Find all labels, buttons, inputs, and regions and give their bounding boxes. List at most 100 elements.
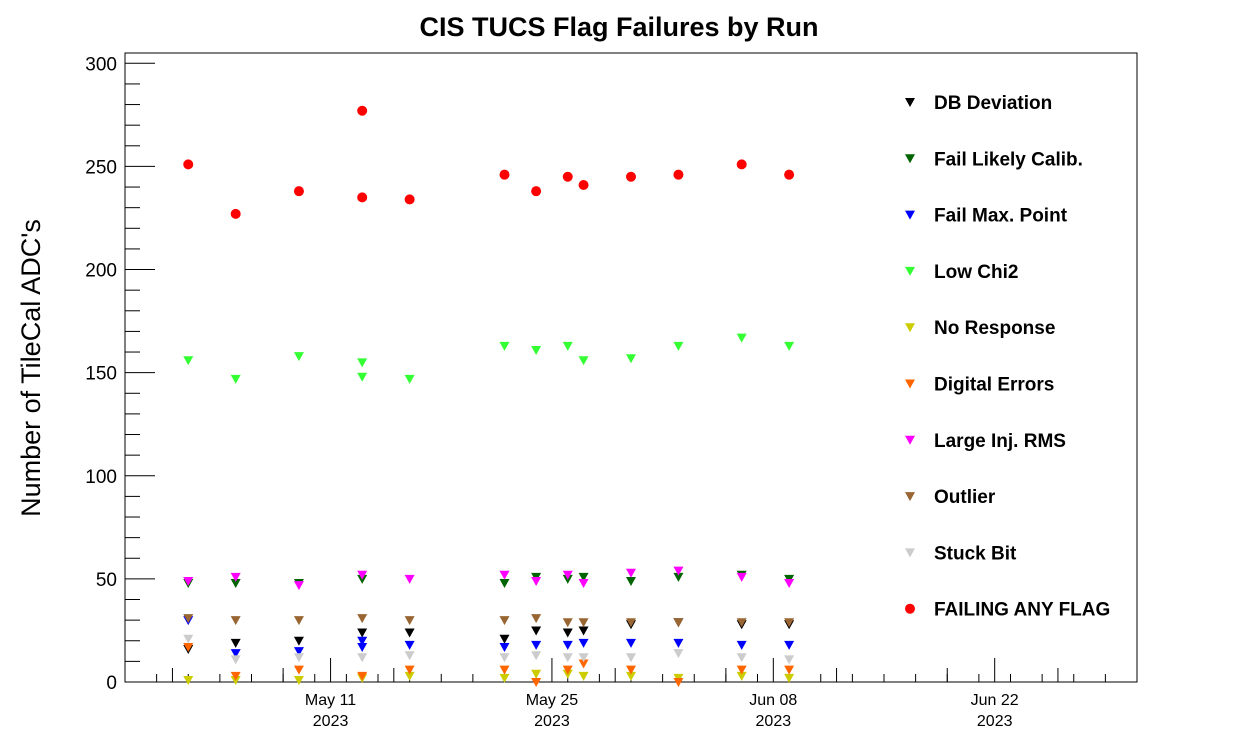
failing-any-flag-point <box>626 171 636 182</box>
flag-point <box>531 669 542 679</box>
flag-point <box>784 618 795 628</box>
failing-any-flag-point <box>499 169 510 180</box>
flag-point <box>562 640 573 650</box>
failing-any-flag-point <box>183 159 194 170</box>
flag-point <box>784 341 795 351</box>
x-tick-label: May 25 <box>526 692 579 709</box>
flag-point <box>357 358 368 368</box>
flag-point <box>626 671 636 681</box>
x-tick-label: Jun 08 <box>749 692 797 709</box>
legend-marker <box>905 266 915 276</box>
flag-point <box>293 581 304 591</box>
flag-point <box>562 341 573 351</box>
flag-point <box>293 665 304 675</box>
legend-marker <box>905 98 915 107</box>
legend-marker <box>905 435 915 445</box>
flag-point <box>499 653 510 663</box>
flag-point <box>499 579 510 589</box>
flag-point <box>562 628 573 638</box>
y-axis-label: Number of TileCal ADC's <box>16 219 46 517</box>
flag-point <box>230 649 241 659</box>
flag-point <box>626 354 636 364</box>
flag-point <box>578 356 589 366</box>
flag-point <box>673 566 684 576</box>
y-tick-label: 0 <box>106 673 117 694</box>
flag-point <box>784 655 795 665</box>
legend-label: Fail Likely Calib. <box>934 149 1083 170</box>
flag-point <box>626 568 636 578</box>
data-points <box>183 105 795 687</box>
flag-point <box>183 614 194 624</box>
flag-point <box>357 636 368 646</box>
flag-point <box>183 356 194 366</box>
flag-point <box>404 574 415 584</box>
flag-point <box>230 655 241 665</box>
legend-label: DB Deviation <box>934 93 1052 114</box>
legend-marker <box>905 603 915 614</box>
flag-point <box>357 653 368 663</box>
flag-point <box>626 653 636 663</box>
failing-any-flag-point <box>293 186 304 197</box>
y-tick-label: 150 <box>85 364 117 385</box>
y-tick-label: 200 <box>85 261 117 282</box>
flag-point <box>293 352 304 362</box>
x-axis: May 11 2023 May 25 2023 Jun 08 2023 Jun 22 2023 <box>124 658 1138 730</box>
flag-point <box>357 570 368 580</box>
flag-point <box>626 576 636 586</box>
legend-label: Fail Max. Point <box>934 206 1068 227</box>
flag-point <box>578 659 589 669</box>
flag-point <box>578 618 589 628</box>
flag-point <box>673 341 684 351</box>
legend-label: FAILING ANY FLAG <box>934 600 1110 621</box>
x-tick-label-year: 2023 <box>977 713 1013 730</box>
flag-point <box>736 572 747 582</box>
flag-point <box>626 665 636 675</box>
flag-point <box>404 640 415 650</box>
flag-point <box>230 616 241 626</box>
flag-point <box>293 636 304 646</box>
failing-any-flag-point <box>562 171 573 182</box>
flag-point <box>626 638 636 648</box>
flag-point <box>357 642 368 652</box>
flag-point <box>626 618 636 628</box>
flag-point <box>183 675 194 685</box>
x-tick-label: May 11 <box>305 692 356 709</box>
flag-point <box>578 626 589 636</box>
flag-point <box>404 671 415 681</box>
flag-point <box>673 649 684 659</box>
flag-point <box>531 576 542 586</box>
legend-marker <box>905 548 915 558</box>
legend-label: Digital Errors <box>934 375 1054 396</box>
flag-point <box>562 570 573 580</box>
flag-point <box>293 616 304 626</box>
legend-label: Stuck Bit <box>934 543 1017 564</box>
flag-point <box>562 618 573 628</box>
y-tick-label: 100 <box>85 467 117 488</box>
flag-point <box>357 614 368 624</box>
flag-point <box>578 579 589 589</box>
legend-marker <box>905 210 915 220</box>
legend-label: Outlier <box>934 487 996 508</box>
flag-point <box>736 618 747 628</box>
legend-marker <box>905 154 915 164</box>
failing-any-flag-point <box>357 105 368 116</box>
flag-point <box>230 638 241 648</box>
x-tick-label: Jun 22 <box>971 692 1019 709</box>
flag-point <box>230 671 241 681</box>
flag-point <box>183 634 194 644</box>
flag-point <box>531 651 542 661</box>
flag-point <box>183 576 194 586</box>
x-tick-label-year: 2023 <box>534 713 570 730</box>
flag-point <box>531 626 542 636</box>
flag-point <box>499 570 510 580</box>
failing-any-flag-point <box>784 169 795 180</box>
flag-point <box>578 638 589 648</box>
y-axis: 0 50 100 150 200 250 300 <box>85 54 155 694</box>
flag-point <box>357 628 368 638</box>
chart-title: CIS TUCS Flag Failures by Run <box>419 12 818 42</box>
flag-point <box>531 678 542 687</box>
flag-point <box>784 640 795 650</box>
x-tick-label-year: 2023 <box>313 713 349 730</box>
flag-point <box>736 671 747 681</box>
